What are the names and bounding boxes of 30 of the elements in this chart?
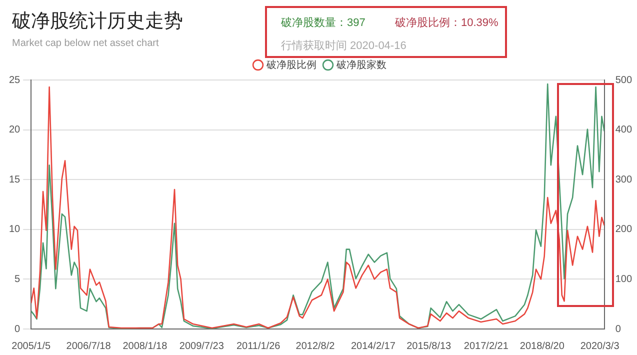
y-tick-label: 25 [9, 74, 21, 86]
text: 行情获取时间 2020-04-16 [281, 39, 406, 53]
chart-title: 破净股统计历史走势 [12, 10, 183, 34]
x-tick-label: 2005/1/5 [12, 340, 52, 352]
y2-tick-label: 500 [615, 74, 632, 86]
legend-label: 破净股比例 [266, 58, 316, 71]
x-tick-label: 2017/2/21 [464, 340, 509, 352]
x-tick-label: 2006/7/18 [66, 340, 112, 352]
y2-tick-label: 200 [615, 224, 632, 236]
y-tick-label: 10 [9, 224, 21, 236]
x-tick-label: 2014/2/17 [350, 340, 396, 352]
x-tick-label: 2012/8/2 [296, 340, 336, 352]
y-tick-label: 20 [9, 124, 21, 136]
text: 破净股数量：397 [281, 16, 366, 30]
y-tick-label: 5 [14, 274, 21, 285]
legend-label: 破净股家数 [336, 58, 386, 71]
chart-subtitle: Market cap below net asset chart [12, 38, 159, 49]
y-tick-label: 0 [14, 324, 21, 335]
x-tick-label: 2015/8/13 [406, 340, 452, 352]
x-tick-label: 2008/1/18 [122, 340, 168, 352]
y2-tick-label: 400 [615, 124, 632, 136]
x-tick-label: 2020/3/3 [580, 340, 620, 352]
x-tick-label: 2018/8/20 [520, 340, 565, 352]
y2-tick-label: 300 [615, 174, 632, 186]
text: 破净股比例：10.39% [395, 16, 498, 30]
y2-tick-label: 0 [615, 324, 622, 335]
x-tick-label: 2009/7/23 [179, 340, 224, 352]
x-tick-label: 2011/1/26 [236, 340, 281, 352]
y-tick-label: 15 [9, 174, 21, 186]
y2-tick-label: 100 [615, 274, 632, 285]
